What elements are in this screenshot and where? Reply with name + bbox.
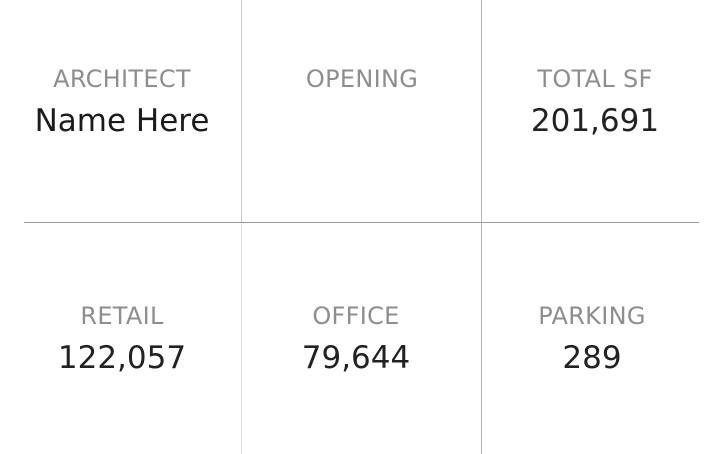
retail-cell: RETAIL 122,057 xyxy=(24,303,220,375)
office-value: 79,644 xyxy=(301,340,411,376)
architect-value: Name Here xyxy=(34,103,210,139)
row-divider xyxy=(24,222,699,223)
opening-label: OPENING xyxy=(305,65,419,93)
total-sf-cell: TOTAL SF 201,691 xyxy=(500,66,690,138)
office-label: OFFICE xyxy=(312,302,400,330)
column-divider-right xyxy=(481,0,482,454)
retail-label: RETAIL xyxy=(80,302,164,330)
column-divider-left-lower xyxy=(241,224,242,454)
architect-label: ARCHITECT xyxy=(53,65,191,93)
total-sf-label: TOTAL SF xyxy=(537,65,653,93)
retail-value: 122,057 xyxy=(57,340,187,376)
opening-cell: OPENING xyxy=(262,66,462,104)
office-cell: OFFICE 79,644 xyxy=(256,303,456,375)
architect-cell: ARCHITECT Name Here xyxy=(24,66,220,138)
parking-cell: PARKING 289 xyxy=(494,303,690,375)
parking-value: 289 xyxy=(562,340,622,376)
parking-label: PARKING xyxy=(538,302,646,330)
column-divider-left-upper xyxy=(241,0,242,222)
total-sf-value: 201,691 xyxy=(530,103,660,139)
